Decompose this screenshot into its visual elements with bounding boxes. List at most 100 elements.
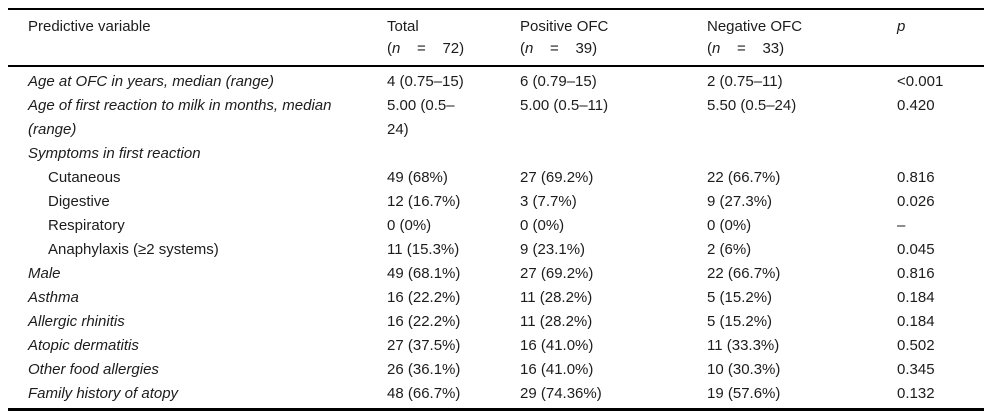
cell-p: 0.026 — [897, 193, 935, 210]
cell-positive: 27 (69.2%) — [520, 169, 594, 186]
col-header-positive-ofc: Positive OFC (n = 39) — [520, 9, 707, 67]
table-row: Digestive 12 (16.7%) 3 (7.7%) 9 (27.3%) 0.02… — [8, 190, 984, 214]
cell-label: Digestive — [48, 193, 110, 210]
cell-negative: 10 (30.3%) — [707, 361, 781, 378]
cell-p: – — [897, 217, 906, 234]
cell-positive: 5.00 (0.5–11) — [520, 97, 609, 114]
cell-total: 16 (22.2%) — [387, 313, 461, 330]
cell-negative: 22 (66.7%) — [707, 169, 781, 186]
cell-total: 12 (16.7%) — [387, 193, 461, 210]
cell-negative: 22 (66.7%) — [707, 265, 781, 282]
table-row: Family history of atopy 48 (66.7%) 29 (74.… — [8, 382, 984, 410]
cell-p: 0.816 — [897, 169, 935, 186]
cell-negative: 11 (33.3%) — [707, 337, 780, 354]
table-row: Age of first reaction to milk in months,… — [8, 94, 984, 142]
col-header-predictive-variable: Predictive variable — [8, 9, 387, 67]
cell-label: Other food allergies — [28, 361, 159, 378]
cell-p: 0.184 — [897, 313, 935, 330]
cell-p: 0.184 — [897, 289, 935, 306]
table-row: Symptoms in first reaction — [8, 142, 984, 166]
cell-label: Cutaneous — [48, 169, 121, 186]
cell-negative: 5 (15.2%) — [707, 313, 773, 330]
cell-positive: 16 (41.0%) — [520, 361, 594, 378]
cell-positive: 3 (7.7%) — [520, 193, 577, 210]
cell-label: Age of first reaction to milk in months,… — [28, 97, 332, 138]
cell-negative: 9 (27.3%) — [707, 193, 773, 210]
cell-total — [387, 142, 520, 166]
cell-label: Symptoms in first reaction — [28, 145, 201, 162]
cell-label: Family history of atopy — [28, 385, 179, 402]
cell-negative: 5.50 (0.5–24) — [707, 97, 797, 114]
table-row: Anaphylaxis (≥2 systems) 11 (15.3%) 9 (23.… — [8, 238, 984, 262]
cell-label: Respiratory — [48, 217, 125, 234]
cell-negative — [707, 142, 897, 166]
cell-total: 4 (0.75–15) — [387, 73, 464, 90]
cell-negative: 0 (0%) — [707, 217, 752, 234]
col-header-negative-ofc-label: Negative OFC — [707, 18, 803, 35]
cell-negative: 5 (15.2%) — [707, 289, 773, 306]
cell-negative: 19 (57.6%) — [707, 385, 781, 402]
col-header-positive-n: (n = 39) — [520, 38, 707, 60]
n-symbol: n — [392, 40, 401, 57]
cell-label: Anaphylaxis (≥2 systems) — [48, 241, 219, 258]
cell-total: 5.00 (0.5–24) — [387, 97, 455, 138]
cell-p: 0.420 — [897, 97, 935, 114]
cell-label: Age at OFC in years, median (range) — [28, 73, 274, 90]
cell-total: 0 (0%) — [387, 217, 432, 234]
table-body: Age at OFC in years, median (range) 4 (0.… — [8, 66, 984, 410]
col-header-negative-ofc: Negative OFC (n = 33) — [707, 9, 897, 67]
col-header-predictive-variable-label: Predictive variable — [28, 18, 151, 35]
cell-positive: 9 (23.1%) — [520, 241, 586, 258]
n-value: = 33) — [720, 40, 785, 57]
table-row: Age at OFC in years, median (range) 4 (0.… — [8, 66, 984, 94]
cell-p — [897, 142, 984, 166]
n-symbol: n — [712, 40, 721, 57]
cell-total: 49 (68%) — [387, 169, 448, 186]
cell-p: 0.345 — [897, 361, 935, 378]
paren-open: ( — [707, 40, 712, 57]
cell-positive: 27 (69.2%) — [520, 265, 594, 282]
cell-total: 49 (68.1%) — [387, 265, 461, 282]
cell-positive — [520, 142, 707, 166]
table-row: Allergic rhinitis 16 (22.2%) 11 (28.2%) 5 (… — [8, 310, 984, 334]
table-row: Asthma 16 (22.2%) 11 (28.2%) 5 (15.2%) 0.184 — [8, 286, 984, 310]
n-value: = 72) — [400, 40, 465, 57]
cell-negative: 2 (0.75–11) — [707, 73, 783, 90]
cell-p: 0.045 — [897, 241, 935, 258]
cell-positive: 0 (0%) — [520, 217, 565, 234]
cell-p: <0.001 — [897, 73, 944, 90]
cell-total: 11 (15.3%) — [387, 241, 460, 258]
cell-positive: 16 (41.0%) — [520, 337, 594, 354]
col-header-p: p — [897, 9, 984, 67]
table-row: Atopic dermatitis 27 (37.5%) 16 (41.0%) 11 … — [8, 334, 984, 358]
n-value: = 39) — [533, 40, 598, 57]
cell-label: Allergic rhinitis — [28, 313, 125, 330]
n-symbol: n — [525, 40, 534, 57]
cell-positive: 11 (28.2%) — [520, 289, 593, 306]
cell-p: 0.502 — [897, 337, 935, 354]
cell-p: 0.816 — [897, 265, 935, 282]
cell-positive: 11 (28.2%) — [520, 313, 593, 330]
cell-total: 26 (36.1%) — [387, 361, 461, 378]
cell-total: 27 (37.5%) — [387, 337, 461, 354]
header-row: Predictive variable Total (n = 72) Posit… — [8, 9, 984, 67]
col-header-total: Total (n = 72) — [387, 9, 520, 67]
col-header-positive-ofc-label: Positive OFC — [520, 18, 609, 35]
predictive-variables-table: Predictive variable Total (n = 72) Posit… — [8, 8, 984, 411]
table-row: Respiratory 0 (0%) 0 (0%) 0 (0%) – — [8, 214, 984, 238]
col-header-total-label: Total — [387, 18, 419, 35]
cell-p: 0.132 — [897, 385, 935, 402]
cell-negative: 2 (6%) — [707, 241, 752, 258]
cell-positive: 6 (0.79–15) — [520, 73, 597, 90]
cell-total: 48 (66.7%) — [387, 385, 461, 402]
col-header-total-n: (n = 72) — [387, 38, 520, 60]
cell-total: 16 (22.2%) — [387, 289, 461, 306]
table-row: Cutaneous 49 (68%) 27 (69.2%) 22 (66.7%) 0.8… — [8, 166, 984, 190]
col-header-p-label: p — [897, 18, 906, 35]
cell-positive: 29 (74.36%) — [520, 385, 602, 402]
col-header-negative-n: (n = 33) — [707, 38, 897, 60]
paren-open: ( — [520, 40, 525, 57]
cell-label: Atopic dermatitis — [28, 337, 139, 354]
cell-label: Male — [28, 265, 61, 282]
